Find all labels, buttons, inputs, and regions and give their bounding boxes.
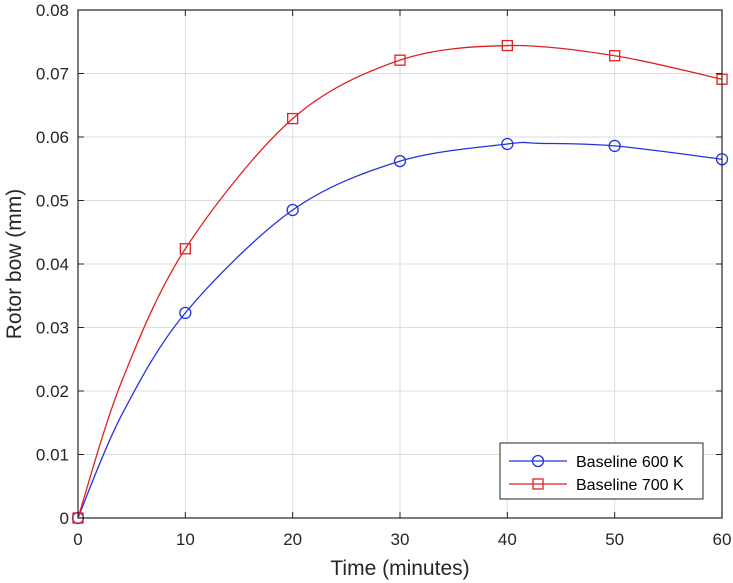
circle-marker-icon <box>286 203 299 217</box>
legend-item-600k: Baseline 600 K <box>509 454 684 471</box>
x-tick-label: 20 <box>283 530 302 549</box>
grid-lines <box>78 10 722 518</box>
square-marker-icon <box>532 478 544 490</box>
legend-item-700k: Baseline 700 K <box>509 477 684 494</box>
x-axis-label: Time (minutes) <box>330 557 469 580</box>
square-marker-icon <box>287 112 299 125</box>
x-tick-label: 40 <box>498 530 517 549</box>
y-tick-label: 0.05 <box>36 192 69 211</box>
y-tick-label: 0.02 <box>36 382 69 401</box>
x-tick-label: 60 <box>713 530 732 549</box>
series-line <box>77 141 723 519</box>
circle-marker-icon <box>531 454 545 468</box>
square-marker-icon <box>609 50 621 62</box>
circle-marker-icon <box>179 306 192 320</box>
legend: Baseline 600 K Baseline 700 K <box>499 442 704 500</box>
circle-marker-icon <box>393 154 407 168</box>
y-tick-label: 0.01 <box>36 446 69 465</box>
x-tick-label: 0 <box>73 530 82 549</box>
axes <box>77 9 723 519</box>
legend-label: Baseline 700 K <box>576 477 684 494</box>
x-tick-label: 50 <box>605 530 624 549</box>
square-marker-icon <box>532 478 544 490</box>
y-tick-label: 0.04 <box>36 255 69 274</box>
series-baseline-700-k <box>72 39 728 524</box>
y-tick-label: 0.03 <box>36 319 69 338</box>
legend-label: Baseline 600 K <box>576 454 684 471</box>
circle-marker-icon <box>501 137 514 151</box>
tick-labels: 0 10 20 30 40 50 60 0 0.01 0.02 0.03 0.04 0.05 0.06 0.… <box>36 1 732 549</box>
x-tick-label: 10 <box>176 530 195 549</box>
square-marker-icon <box>394 54 406 66</box>
square-marker-icon <box>501 39 513 52</box>
circle-marker-icon <box>608 139 621 153</box>
series-line <box>77 44 723 519</box>
y-tick-label: 0 <box>60 509 69 528</box>
circle-marker-icon <box>531 454 545 468</box>
y-tick-label: 0.07 <box>36 65 69 84</box>
x-tick-label: 30 <box>391 530 410 549</box>
y-tick-label: 0.08 <box>36 1 69 20</box>
y-tick-label: 0.06 <box>36 128 69 147</box>
y-axis-label: Rotor bow (mm) <box>3 189 26 340</box>
square-marker-icon <box>179 243 191 255</box>
